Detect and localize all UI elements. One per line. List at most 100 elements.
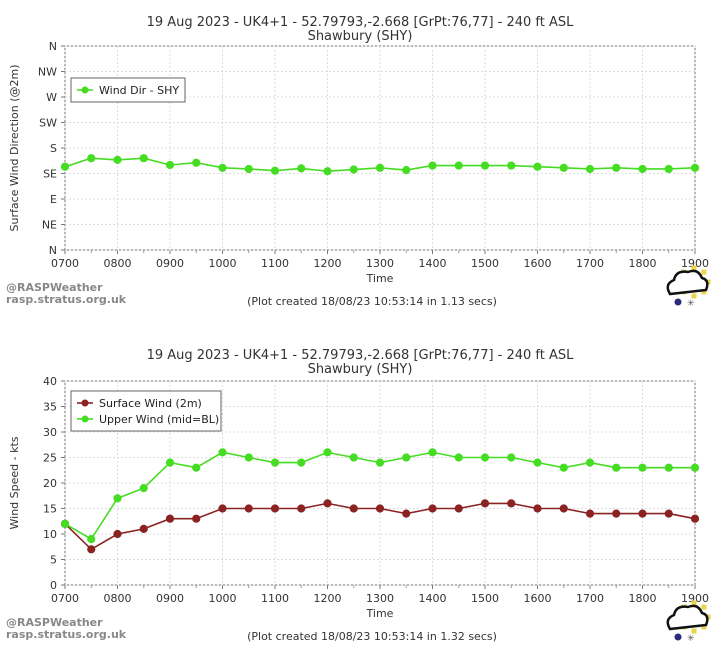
data-point	[454, 453, 463, 462]
data-point	[585, 458, 595, 467]
data-point	[270, 458, 280, 467]
data-point	[297, 164, 306, 173]
data-point	[454, 161, 463, 170]
data-point	[60, 519, 70, 528]
x-tick-label: 1000	[209, 592, 237, 605]
data-point	[612, 163, 621, 172]
y-tick-label: 5	[50, 554, 57, 567]
data-point	[323, 499, 332, 508]
data-point	[60, 162, 70, 171]
chart-1: 19 Aug 2023 - UK4+1 - 52.79793,-2.668 [G…	[6, 15, 711, 309]
y-tick-label: 20	[43, 477, 57, 490]
x-tick-label: 0700	[51, 592, 79, 605]
y-tick-label: N	[49, 40, 57, 53]
y-tick-label: E	[50, 193, 57, 206]
sun-ray-shape	[691, 293, 697, 299]
data-point	[375, 504, 385, 513]
sun-ray-shape	[691, 628, 697, 634]
plot-created-note: (Plot created 18/08/23 10:53:14 in 1.13 …	[247, 295, 497, 308]
data-point	[297, 504, 306, 513]
x-tick-label: 1200	[314, 592, 342, 605]
data-point	[270, 504, 280, 513]
y-tick-label: 30	[43, 426, 57, 439]
data-point	[507, 499, 516, 508]
snowflake-glyph: ✳	[687, 299, 695, 309]
data-point	[192, 514, 201, 523]
y-axis-label: Surface Wind Direction (@2m)	[8, 64, 21, 231]
rain-drop-shape	[674, 298, 682, 306]
chart-title: 19 Aug 2023 - UK4+1 - 52.79793,-2.668 [G…	[147, 15, 575, 30]
legend-entry-label: Surface Wind (2m)	[99, 397, 202, 410]
x-tick-label: 1400	[419, 592, 447, 605]
x-tick-label: 1800	[629, 257, 657, 270]
cloud-shape	[666, 604, 709, 631]
data-point	[533, 458, 542, 467]
data-point	[454, 504, 463, 513]
data-point	[297, 458, 306, 467]
x-tick-label: 1700	[576, 592, 604, 605]
data-point	[533, 162, 542, 171]
data-point	[638, 463, 647, 472]
legend-box	[70, 390, 222, 432]
y-tick-label: 25	[43, 452, 57, 465]
x-tick-label: 1200	[314, 257, 342, 270]
x-axis-label: Time	[366, 272, 394, 285]
x-tick-label: 0800	[104, 257, 132, 270]
data-point	[428, 448, 437, 457]
data-point	[218, 504, 227, 513]
data-point	[218, 448, 227, 457]
sun-ray-shape	[691, 265, 697, 271]
data-point	[402, 509, 411, 518]
data-point	[690, 463, 700, 472]
x-tick-label: 1600	[524, 257, 552, 270]
data-point	[113, 494, 122, 503]
data-point	[428, 504, 437, 513]
data-point	[402, 166, 411, 175]
x-tick-label: 0800	[104, 592, 132, 605]
data-point	[375, 458, 385, 467]
y-tick-label: W	[46, 91, 57, 104]
x-tick-label: 1500	[471, 592, 499, 605]
data-point	[612, 509, 621, 518]
data-point	[113, 529, 122, 539]
data-point	[664, 463, 673, 472]
data-point	[113, 155, 122, 164]
y-tick-label: NE	[42, 219, 57, 232]
data-point	[87, 154, 96, 163]
data-point	[507, 453, 516, 462]
legend-entry-label: Upper Wind (mid=BL)	[99, 413, 219, 426]
sun-ray-shape	[701, 624, 707, 630]
brand-url: rasp.stratus.org.uk	[6, 628, 127, 641]
legend-swatch-marker	[81, 415, 89, 423]
data-point	[244, 453, 253, 462]
data-point	[533, 504, 542, 513]
y-tick-label: 15	[43, 503, 57, 516]
data-point	[585, 164, 595, 174]
x-tick-label: 0700	[51, 257, 79, 270]
data-point	[244, 164, 253, 174]
x-tick-label: 1400	[419, 257, 447, 270]
sun-ray-shape	[701, 289, 707, 295]
x-axis-label: Time	[366, 607, 394, 620]
data-point	[507, 161, 516, 170]
brand-handle: @RASPWeather	[6, 281, 103, 294]
data-point	[428, 161, 437, 170]
x-tick-label: 1900	[681, 592, 709, 605]
data-point	[218, 163, 227, 172]
data-point	[402, 453, 411, 462]
data-point	[559, 463, 568, 472]
data-point	[349, 165, 358, 174]
y-tick-label: SE	[43, 168, 57, 181]
y-axis-label: Wind Speed - kts	[8, 436, 21, 529]
data-point	[87, 535, 96, 544]
legend-swatch-marker	[81, 86, 89, 94]
data-point	[480, 499, 490, 508]
data-point	[139, 154, 148, 163]
data-point	[690, 514, 700, 523]
data-point	[192, 158, 201, 167]
data-point	[585, 509, 595, 518]
data-point	[139, 484, 148, 493]
cloud-shape	[666, 269, 709, 296]
legend-entry-label: Wind Dir - SHY	[99, 84, 179, 97]
